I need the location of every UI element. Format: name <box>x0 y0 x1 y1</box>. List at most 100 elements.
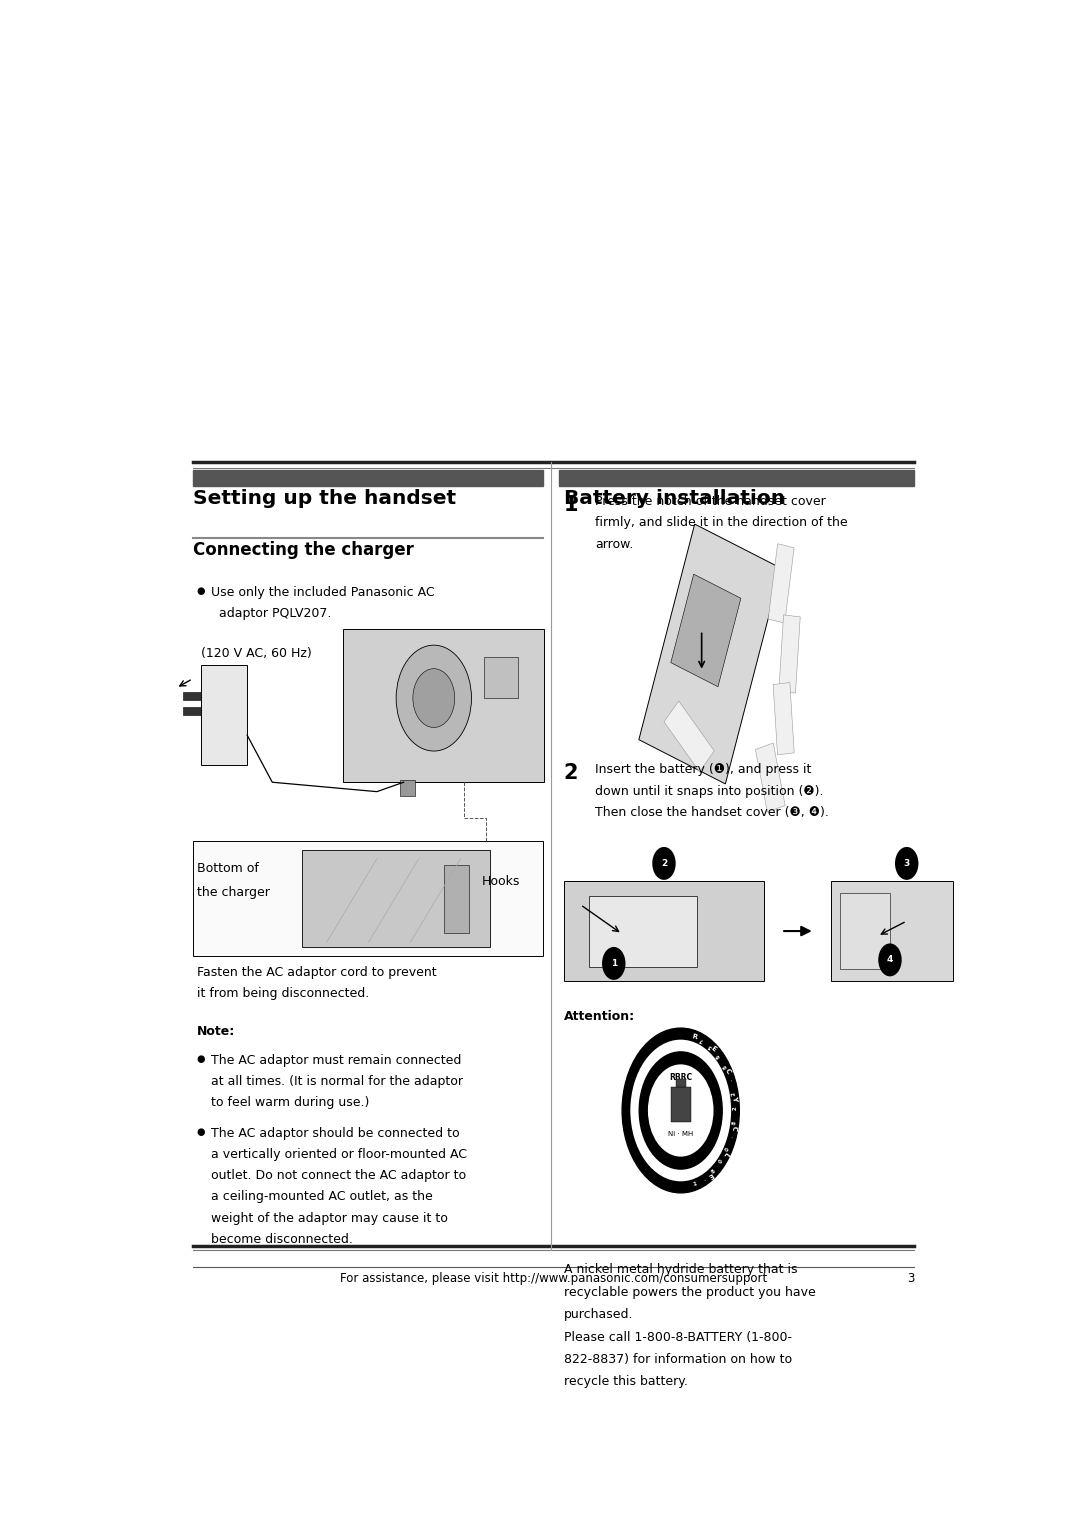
Text: to feel warm during use.): to feel warm during use.) <box>212 1097 369 1109</box>
Text: C: C <box>724 1067 731 1074</box>
Circle shape <box>878 943 902 976</box>
Text: weight of the adaptor may cause it to: weight of the adaptor may cause it to <box>212 1212 448 1224</box>
Text: 4: 4 <box>887 955 893 964</box>
Text: 7: 7 <box>699 1036 704 1042</box>
Text: at all times. (It is normal for the adaptor: at all times. (It is normal for the adap… <box>212 1076 463 1088</box>
Polygon shape <box>773 683 794 755</box>
Circle shape <box>631 1039 731 1181</box>
Bar <box>444 865 469 932</box>
Polygon shape <box>664 701 714 772</box>
Text: Then close the handset cover (❸, ❹).: Then close the handset cover (❸, ❹). <box>595 805 829 819</box>
Text: firmly, and slide it in the direction of the: firmly, and slide it in the direction of… <box>595 516 848 529</box>
Circle shape <box>652 847 676 880</box>
Text: Use only the included Panasonic AC: Use only the included Panasonic AC <box>212 585 435 599</box>
Text: RBRC: RBRC <box>670 1073 692 1082</box>
Text: Press the notch of the handset cover: Press the notch of the handset cover <box>595 495 826 509</box>
Bar <box>343 630 544 782</box>
Text: a ceiling-mounted AC outlet, as the: a ceiling-mounted AC outlet, as the <box>212 1190 433 1204</box>
Text: Note:: Note: <box>197 1025 235 1038</box>
Circle shape <box>648 1065 714 1157</box>
Text: 8: 8 <box>715 1053 721 1059</box>
Text: .: . <box>728 1077 733 1082</box>
Bar <box>400 779 415 796</box>
Text: The AC adaptor must remain connected: The AC adaptor must remain connected <box>212 1054 461 1067</box>
Text: Attention:: Attention: <box>564 1010 635 1024</box>
Text: For assistance, please visit http://www.panasonic.com/consumersupport: For assistance, please visit http://www.… <box>340 1271 767 1285</box>
Text: Insert the battery (❶), and press it: Insert the battery (❶), and press it <box>595 764 812 776</box>
Bar <box>840 892 890 969</box>
Text: 2: 2 <box>732 1106 738 1109</box>
Text: A nickel metal hydride battery that is: A nickel metal hydride battery that is <box>564 1264 797 1276</box>
FancyBboxPatch shape <box>192 840 542 957</box>
Polygon shape <box>755 743 785 811</box>
Text: .: . <box>703 1177 706 1183</box>
Bar <box>301 851 490 947</box>
Text: E: E <box>706 1170 714 1178</box>
Polygon shape <box>768 544 794 623</box>
Text: it from being disconnected.: it from being disconnected. <box>197 987 369 999</box>
Bar <box>183 692 201 700</box>
Text: Please call 1-800-8-BATTERY (1-800-: Please call 1-800-8-BATTERY (1-800- <box>564 1331 792 1343</box>
Text: a vertically oriented or floor-mounted AC: a vertically oriented or floor-mounted A… <box>212 1148 468 1161</box>
Text: (120 V AC, 60 Hz): (120 V AC, 60 Hz) <box>201 646 312 660</box>
Bar <box>676 1079 686 1086</box>
Text: recycle this battery.: recycle this battery. <box>564 1375 687 1389</box>
Text: 2: 2 <box>661 859 667 868</box>
Bar <box>564 882 765 981</box>
Text: become disconnected.: become disconnected. <box>212 1233 353 1245</box>
Text: Hooks: Hooks <box>482 876 519 888</box>
Text: 8: 8 <box>723 1063 729 1070</box>
Circle shape <box>895 847 918 880</box>
Text: purchased.: purchased. <box>564 1308 633 1322</box>
Bar <box>201 665 247 764</box>
Text: adaptor PQLV207.: adaptor PQLV207. <box>212 607 332 620</box>
Text: Ni · MH: Ni · MH <box>669 1131 693 1137</box>
Text: 8: 8 <box>711 1169 716 1175</box>
Circle shape <box>622 1028 740 1193</box>
Bar <box>183 707 201 715</box>
Text: outlet. Do not connect the AC adaptor to: outlet. Do not connect the AC adaptor to <box>212 1169 467 1183</box>
Text: 1: 1 <box>564 495 578 515</box>
Bar <box>192 471 542 486</box>
Text: ●: ● <box>197 585 204 596</box>
Text: down until it snaps into position (❷).: down until it snaps into position (❷). <box>595 784 824 798</box>
Text: Battery installation: Battery installation <box>564 489 785 509</box>
Text: L: L <box>721 1151 729 1158</box>
Bar <box>832 882 953 981</box>
Text: 822-8837) for information on how to: 822-8837) for information on how to <box>564 1352 792 1366</box>
Polygon shape <box>639 524 781 784</box>
Text: E: E <box>710 1045 717 1053</box>
Circle shape <box>396 645 472 752</box>
Text: Y: Y <box>731 1096 738 1102</box>
Text: arrow.: arrow. <box>595 538 634 550</box>
Circle shape <box>602 947 625 979</box>
Circle shape <box>638 1051 723 1170</box>
Text: 1: 1 <box>610 960 617 967</box>
Text: Fasten the AC adaptor cord to prevent: Fasten the AC adaptor cord to prevent <box>197 966 436 979</box>
Text: R: R <box>691 1033 698 1041</box>
Text: Bottom of: Bottom of <box>197 862 259 876</box>
Text: .: . <box>729 1135 734 1138</box>
Polygon shape <box>779 614 800 694</box>
Text: 2: 2 <box>731 1091 737 1096</box>
Text: 3: 3 <box>707 1044 714 1050</box>
Text: Connecting the charger: Connecting the charger <box>192 541 414 559</box>
Text: The AC adaptor should be connected to: The AC adaptor should be connected to <box>212 1128 460 1140</box>
Text: 0: 0 <box>725 1148 730 1152</box>
Text: 2: 2 <box>564 764 578 784</box>
Text: 1: 1 <box>692 1181 698 1187</box>
Polygon shape <box>671 575 741 686</box>
Bar <box>671 1086 691 1122</box>
Circle shape <box>413 669 455 727</box>
Bar <box>484 657 517 698</box>
Text: 8: 8 <box>732 1120 738 1125</box>
Bar <box>589 897 698 967</box>
Text: ●: ● <box>197 1054 204 1063</box>
Text: the charger: the charger <box>197 886 270 898</box>
Text: C: C <box>730 1125 738 1131</box>
Text: 3: 3 <box>904 859 909 868</box>
Text: 3: 3 <box>907 1271 915 1285</box>
Bar <box>559 471 915 486</box>
Text: Setting up the handset: Setting up the handset <box>192 489 456 509</box>
Text: ●: ● <box>197 1128 204 1137</box>
